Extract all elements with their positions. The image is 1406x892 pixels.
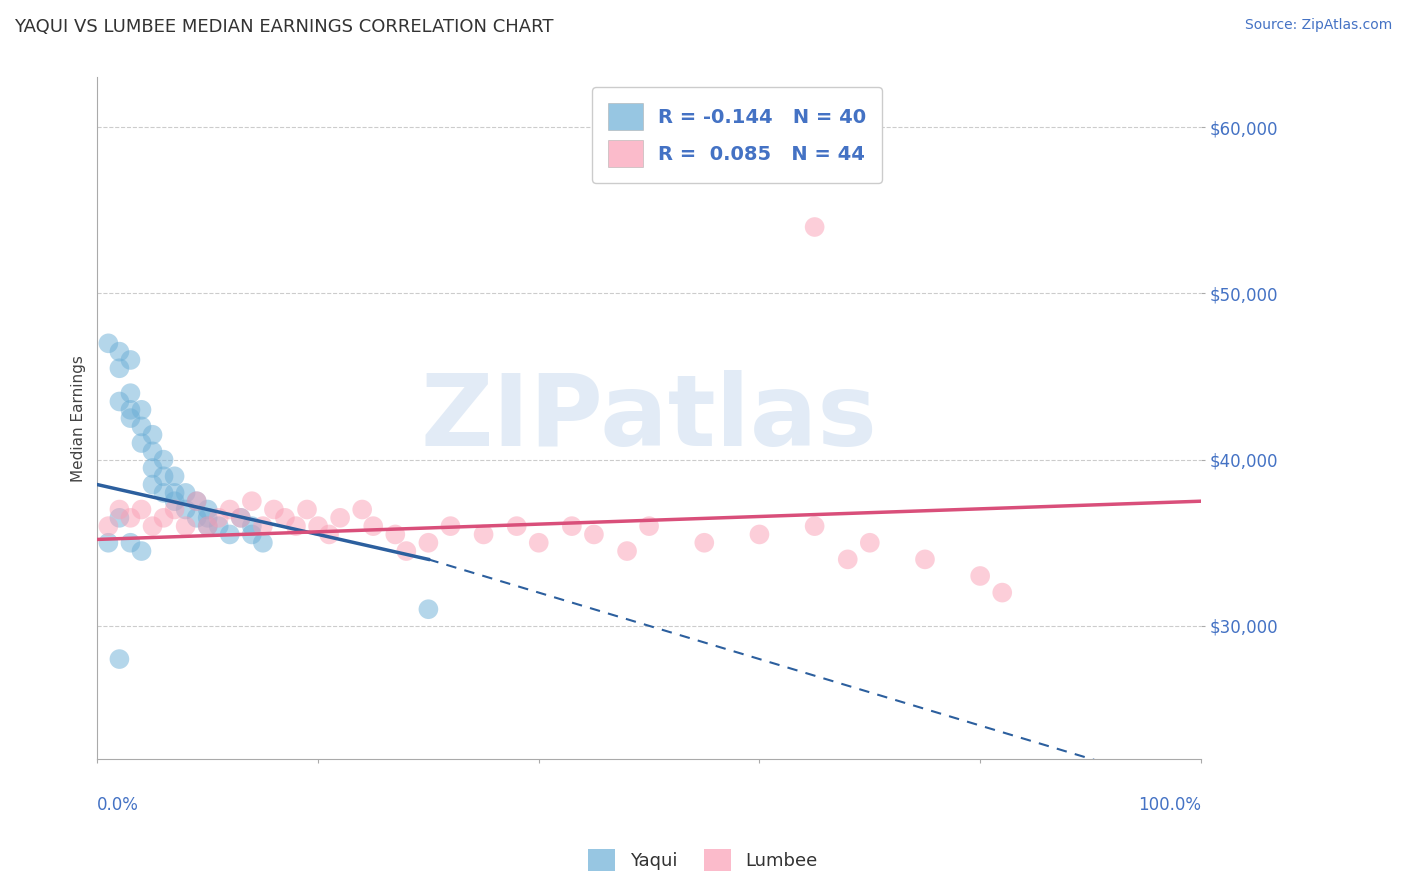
Point [163, 502, 186, 516]
Point [108, 394, 131, 409]
Point [285, 519, 308, 533]
Point [218, 502, 240, 516]
Point [329, 511, 352, 525]
Point [197, 502, 219, 516]
Point [131, 544, 153, 558]
Point [361, 519, 384, 533]
Point [229, 511, 252, 525]
Point [108, 344, 131, 359]
Point [384, 527, 406, 541]
Point [969, 569, 991, 583]
Point [120, 535, 142, 549]
Point [108, 652, 131, 666]
Point [97, 535, 120, 549]
Point [240, 494, 263, 508]
Point [152, 452, 174, 467]
Point [141, 519, 163, 533]
Text: 0.0%: 0.0% [97, 797, 139, 814]
Text: ZIPatlas: ZIPatlas [420, 369, 877, 467]
Point [218, 527, 240, 541]
Point [131, 502, 153, 516]
Legend: R = -0.144   N = 40, R =  0.085   N = 44: R = -0.144 N = 40, R = 0.085 N = 44 [592, 87, 882, 183]
Point [859, 535, 882, 549]
Point [97, 336, 120, 351]
Point [318, 527, 340, 541]
Point [395, 544, 418, 558]
Point [108, 502, 131, 516]
Point [252, 535, 274, 549]
Point [837, 552, 859, 566]
Point [472, 527, 495, 541]
Text: Source: ZipAtlas.com: Source: ZipAtlas.com [1244, 18, 1392, 32]
Point [252, 519, 274, 533]
Point [638, 519, 661, 533]
Point [152, 511, 174, 525]
Point [197, 511, 219, 525]
Point [120, 511, 142, 525]
Point [120, 353, 142, 368]
Point [693, 535, 716, 549]
Point [174, 502, 197, 516]
Text: 100.0%: 100.0% [1137, 797, 1201, 814]
Point [505, 519, 527, 533]
Point [141, 444, 163, 458]
Point [152, 469, 174, 483]
Point [240, 527, 263, 541]
Point [295, 502, 318, 516]
Point [120, 386, 142, 401]
Point [991, 585, 1014, 599]
Point [108, 361, 131, 376]
Point [803, 519, 825, 533]
Point [197, 519, 219, 533]
Point [616, 544, 638, 558]
Point [561, 519, 583, 533]
Point [120, 402, 142, 417]
Point [914, 552, 936, 566]
Point [208, 511, 231, 525]
Point [352, 502, 374, 516]
Point [186, 511, 208, 525]
Text: YAQUI VS LUMBEE MEDIAN EARNINGS CORRELATION CHART: YAQUI VS LUMBEE MEDIAN EARNINGS CORRELAT… [14, 18, 554, 36]
Point [120, 411, 142, 425]
Point [152, 486, 174, 500]
Y-axis label: Median Earnings: Median Earnings [72, 355, 86, 482]
Point [582, 527, 605, 541]
Point [527, 535, 550, 549]
Legend: Yaqui, Lumbee: Yaqui, Lumbee [581, 842, 825, 879]
Point [803, 219, 825, 234]
Point [307, 519, 329, 533]
Point [131, 419, 153, 434]
Point [197, 519, 219, 533]
Point [108, 511, 131, 525]
Point [748, 527, 770, 541]
Point [186, 494, 208, 508]
Point [229, 511, 252, 525]
Point [97, 519, 120, 533]
Point [131, 436, 153, 450]
Point [174, 486, 197, 500]
Point [186, 494, 208, 508]
Point [418, 602, 440, 616]
Point [418, 535, 440, 549]
Point [240, 519, 263, 533]
Point [141, 477, 163, 491]
Point [131, 402, 153, 417]
Point [274, 511, 297, 525]
Point [263, 502, 285, 516]
Point [208, 519, 231, 533]
Point [141, 427, 163, 442]
Point [174, 519, 197, 533]
Point [163, 469, 186, 483]
Point [141, 461, 163, 475]
Point [439, 519, 461, 533]
Point [163, 494, 186, 508]
Point [163, 486, 186, 500]
